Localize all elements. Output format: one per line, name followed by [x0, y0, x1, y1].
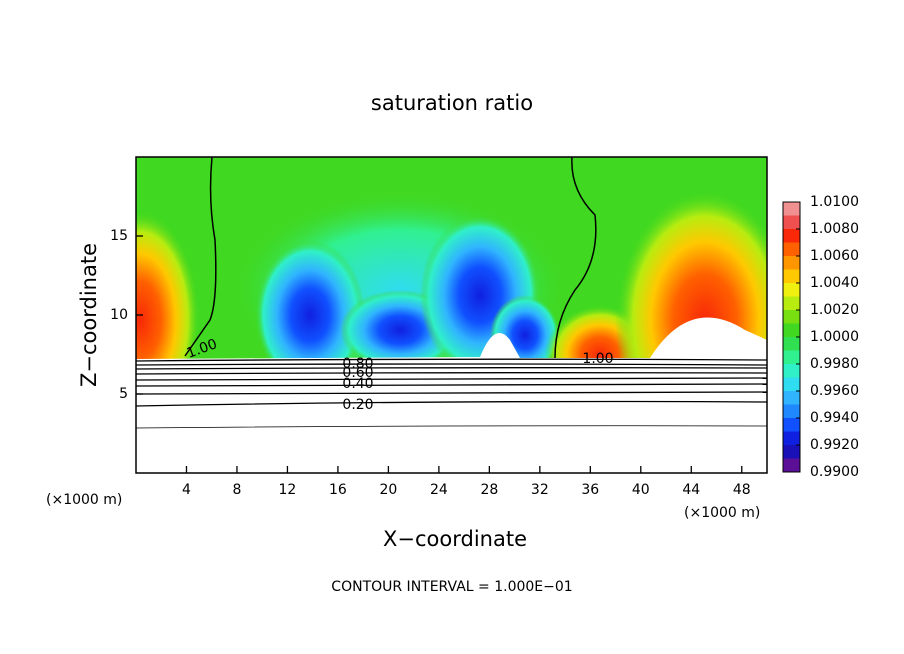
colorbar-band [783, 364, 800, 378]
x-tick-label: 20 [379, 482, 397, 498]
colorbar-tick-label: 0.9920 [810, 437, 859, 453]
colorbar-band [783, 350, 800, 364]
contour-label: 1.00 [582, 351, 613, 367]
colorbar-band [783, 296, 800, 310]
colorbar-band [783, 229, 800, 243]
colorbar-tick-label: 1.0080 [810, 221, 859, 237]
colorbar-band [783, 431, 800, 445]
contour-label: 0.40 [342, 376, 373, 392]
colorbar-band [783, 377, 800, 391]
colorbar-band [783, 445, 800, 459]
x-axis-label: X−coordinate [383, 527, 527, 551]
colorbar-band [783, 418, 800, 432]
contour-label: 0.80 [342, 356, 373, 372]
y-tick-label: 15 [110, 228, 128, 244]
colorbar-tick-label: 1.0060 [810, 248, 859, 264]
colorbar-band [783, 458, 800, 472]
y-tick-label: 5 [119, 386, 128, 402]
colorbar-band [783, 283, 800, 297]
colorbar-tick-label: 0.9960 [810, 383, 859, 399]
colorbar-tick-label: 1.0100 [810, 194, 859, 210]
x-tick-label: 24 [430, 482, 448, 498]
x-tick-label: 28 [480, 482, 498, 498]
x-unit: (×1000 m) [684, 505, 760, 521]
y-tick-label: 10 [110, 307, 128, 323]
x-tick-label: 36 [581, 482, 599, 498]
colorbar-tick-label: 0.9940 [810, 410, 859, 426]
colorbar-band [783, 202, 800, 216]
y-unit: (×1000 m) [46, 492, 122, 508]
contour-label: 0.20 [342, 397, 373, 413]
colorbar-band [783, 256, 800, 270]
x-tick-label: 12 [279, 482, 297, 498]
colorbar-band [783, 310, 800, 324]
colorbar-tick-label: 0.9900 [810, 464, 859, 480]
contour-label: 0.60 [342, 365, 373, 381]
x-tick-label: 16 [329, 482, 347, 498]
colorbar-band [783, 215, 800, 229]
x-tick-label: 4 [182, 482, 191, 498]
colorbar-tick-label: 0.9980 [810, 356, 859, 372]
x-tick-label: 44 [682, 482, 700, 498]
colorbar-band [783, 242, 800, 256]
x-tick-label: 40 [632, 482, 650, 498]
colorbar-band [783, 404, 800, 418]
x-tick-label: 32 [531, 482, 549, 498]
footnote: CONTOUR INTERVAL = 1.000E−01 [331, 579, 572, 595]
x-tick-label: 8 [232, 482, 241, 498]
colorbar-tick-label: 1.0040 [810, 275, 859, 291]
colorbar-band [783, 337, 800, 351]
colorbar-band [783, 391, 800, 405]
colorbar-band [783, 323, 800, 337]
colorbar-tick-label: 1.0020 [810, 302, 859, 318]
field [136, 157, 767, 473]
colorbar-band [783, 269, 800, 283]
x-tick-label: 48 [733, 482, 751, 498]
y-axis-label: Z−coordinate [77, 243, 101, 387]
colorbar-tick-label: 1.0000 [810, 329, 859, 345]
chart-title: saturation ratio [371, 91, 533, 115]
